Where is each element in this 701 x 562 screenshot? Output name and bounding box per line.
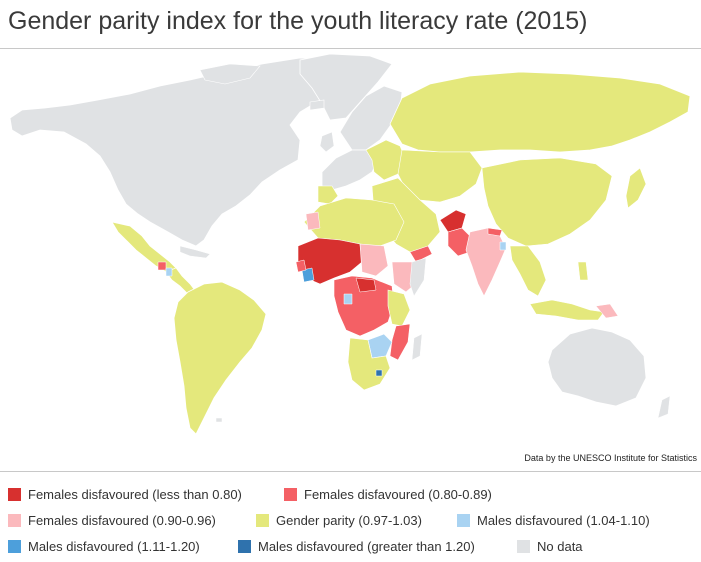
region-bangladesh[interactable] [499,241,507,251]
region-gabon[interactable] [343,293,353,305]
region-philippines[interactable] [577,261,589,281]
region-png[interactable] [595,303,619,319]
region-china[interactable] [481,157,613,247]
region-southeast-asia[interactable] [509,245,547,297]
legend-label: Females disfavoured (0.80-0.89) [304,486,492,502]
region-sudan[interactable] [359,243,389,277]
legend-swatch [8,513,21,527]
legend-swatch [284,487,297,501]
region-east-africa[interactable] [387,289,411,327]
region-russia[interactable] [389,71,691,153]
legend-item-m2: Males disfavoured (1.11-1.20) [8,537,200,555]
legend-label: Females disfavoured (less than 0.80) [28,486,242,502]
region-iceland[interactable] [309,99,325,111]
legend-item-m1: Males disfavoured (1.04-1.10) [457,511,650,529]
legend-swatch [238,539,251,553]
region-nepal[interactable] [487,227,503,237]
region-guatemala[interactable] [157,261,167,271]
region-west-sahara[interactable] [305,211,321,231]
legend-divider [0,471,701,472]
legend-item-no-data: No data [517,537,583,555]
region-madagascar[interactable] [411,333,423,361]
region-japan[interactable] [625,167,647,209]
data-source: Data by the UNESCO Institute for Statist… [524,453,697,463]
region-new-zealand[interactable] [657,395,671,419]
region-india[interactable] [465,227,507,297]
region-south-africa[interactable] [347,337,391,391]
region-falklands[interactable] [215,417,223,423]
legend-label: Males disfavoured (1.04-1.10) [477,512,650,528]
legend-label: Gender parity (0.97-1.03) [276,512,422,528]
legend-item-f2: Females disfavoured (0.80-0.89) [284,485,492,503]
legend-item-m3: Males disfavoured (greater than 1.20) [238,537,475,555]
region-afghanistan[interactable] [439,209,467,233]
legend-label: Males disfavoured (1.11-1.20) [28,538,200,554]
region-southern-africa-m1[interactable] [367,333,393,359]
legend-swatch [256,513,269,527]
region-iberia[interactable] [317,185,339,205]
legend-label: Females disfavoured (0.90-0.96) [28,512,216,528]
world-map [9,53,691,435]
region-yemen[interactable] [409,245,433,263]
region-central-africa-f1[interactable] [355,277,377,293]
legend-swatch [517,539,530,553]
region-liberia[interactable] [301,267,315,283]
region-west-coast-f2[interactable] [295,259,307,273]
region-lesotho[interactable] [375,369,383,377]
legend-swatch [8,487,21,501]
legend-swatch [8,539,21,553]
region-south-america[interactable] [173,281,267,435]
legend-swatch [457,513,470,527]
region-arctic-islands[interactable] [199,63,261,85]
region-somalia[interactable] [409,257,427,297]
region-nicaragua[interactable] [165,267,173,277]
region-mozambique[interactable] [389,323,411,361]
region-indonesia[interactable] [529,299,605,321]
region-uk[interactable] [319,131,335,153]
region-north-america[interactable] [9,57,351,247]
title-divider [0,48,701,49]
legend-item-f3: Females disfavoured (0.90-0.96) [8,511,216,529]
map-title: Gender parity index for the youth litera… [8,7,588,35]
region-caribbean[interactable] [179,245,211,259]
region-central-africa-f2[interactable] [333,275,395,337]
legend-item-parity: Gender parity (0.97-1.03) [256,511,422,529]
legend-item-f1: Females disfavoured (less than 0.80) [8,485,242,503]
legend-label: Males disfavoured (greater than 1.20) [258,538,475,554]
legend-label: No data [537,538,583,554]
region-australia[interactable] [547,327,647,407]
